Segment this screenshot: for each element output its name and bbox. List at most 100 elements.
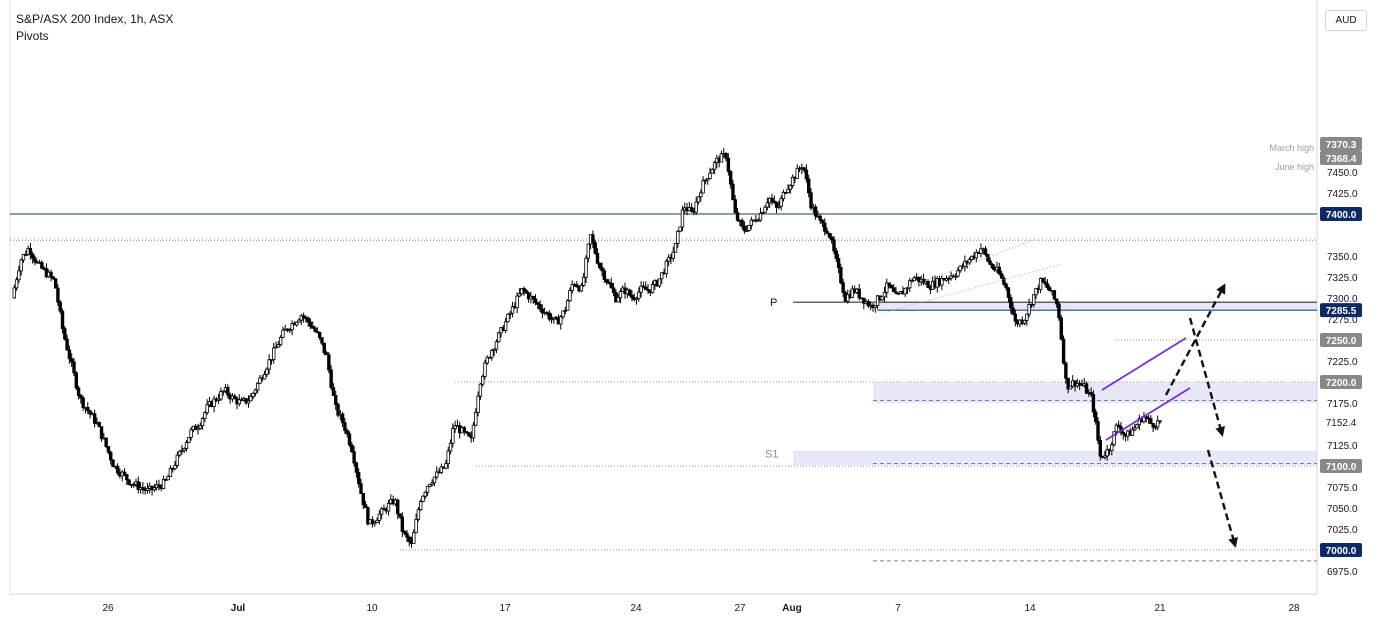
candle-body: [531, 296, 535, 300]
price-axis[interactable]: 6975.0 7025.0 7050.0 7075.0 7125.0 7175.0 7225…: [1320, 137, 1362, 578]
candle: [255, 381, 260, 394]
candle-body: [829, 236, 834, 241]
candle: [1013, 309, 1018, 327]
candle: [471, 422, 476, 442]
candle-body: [366, 507, 370, 525]
candle: [274, 341, 278, 349]
candle: [53, 278, 58, 289]
candle-body: [735, 212, 740, 221]
candle-body: [882, 291, 887, 298]
candle-body: [666, 256, 671, 262]
candle-body: [689, 207, 694, 212]
candle-body: [370, 519, 375, 525]
candle-body: [122, 471, 127, 475]
currency-button[interactable]: AUD: [1325, 10, 1367, 31]
candle: [912, 275, 917, 282]
candle-body: [198, 425, 202, 429]
candle-body: [699, 192, 703, 198]
candle: [889, 284, 894, 289]
candle-body: [779, 198, 783, 207]
candle-body: [375, 520, 379, 523]
candle-body: [262, 374, 267, 380]
candle-body: [696, 196, 701, 203]
candle-body: [1045, 283, 1050, 289]
candle: [701, 176, 705, 194]
candle-body: [1006, 287, 1011, 298]
candle-body: [237, 399, 242, 405]
candle: [733, 195, 737, 214]
candle-body: [347, 433, 352, 446]
candle-body: [1158, 420, 1162, 423]
candle: [76, 385, 81, 400]
candle: [177, 450, 182, 458]
candle: [708, 167, 712, 180]
candle-body: [710, 168, 714, 174]
candle-body: [56, 287, 60, 303]
candle-body: [343, 422, 347, 431]
candle-body: [28, 248, 33, 255]
candle-body: [361, 493, 365, 506]
candle: [205, 399, 209, 415]
candle: [444, 459, 448, 470]
candle-body: [60, 310, 65, 330]
candle-body: [141, 487, 145, 490]
candle-body: [97, 422, 101, 428]
candle-body: [963, 260, 967, 268]
candle: [494, 339, 499, 354]
candle: [272, 342, 276, 364]
candle: [19, 258, 23, 276]
candle: [379, 506, 384, 520]
candle: [317, 331, 322, 341]
candle-body: [510, 306, 515, 314]
support-zone-s1: [793, 450, 1317, 466]
candle: [430, 479, 434, 487]
candle-body: [1059, 317, 1063, 340]
candle-body: [591, 234, 595, 244]
candle-body: [327, 354, 331, 371]
candle-body: [212, 398, 216, 407]
candle-body: [396, 499, 400, 515]
candle: [637, 287, 641, 302]
candle-body: [745, 230, 749, 232]
candle: [446, 446, 450, 469]
candle-body: [724, 153, 728, 159]
candle: [180, 444, 184, 455]
candle: [643, 281, 648, 290]
candle: [763, 205, 767, 213]
candle: [60, 308, 65, 334]
candle: [478, 382, 483, 400]
candle: [182, 447, 186, 454]
candle: [988, 257, 992, 266]
candle-body: [478, 383, 483, 397]
y-tick-label: 7275.0: [1327, 315, 1358, 326]
candle-body: [276, 344, 281, 348]
price-tag-bg: [1320, 303, 1362, 318]
candlestick-series: [12, 148, 1162, 548]
candle: [320, 337, 324, 346]
price-tag-label: 7152.4: [1326, 418, 1357, 429]
candle-body: [956, 270, 960, 277]
time-axis[interactable]: 26 Jul 10 17 24 27 Aug 7 14 21 28: [102, 603, 1300, 614]
candle: [435, 466, 439, 480]
candle: [554, 316, 558, 320]
candle-body: [506, 313, 510, 323]
candle-body: [701, 180, 705, 194]
candle-body: [600, 267, 604, 272]
candle-body: [53, 278, 58, 289]
candle: [343, 418, 347, 434]
candle-body: [880, 296, 884, 301]
candle: [575, 281, 579, 288]
candle: [480, 374, 485, 387]
price-tag-bg: [1320, 459, 1362, 473]
candle: [517, 288, 522, 298]
y-tick-label: 6975.0: [1327, 567, 1358, 578]
candle: [1002, 275, 1006, 287]
candle-body: [637, 291, 641, 299]
candle: [926, 278, 930, 288]
candle-body: [641, 285, 646, 288]
candle: [483, 359, 487, 380]
candle: [568, 287, 572, 303]
candle-body: [616, 297, 620, 303]
candle-body: [340, 413, 345, 424]
